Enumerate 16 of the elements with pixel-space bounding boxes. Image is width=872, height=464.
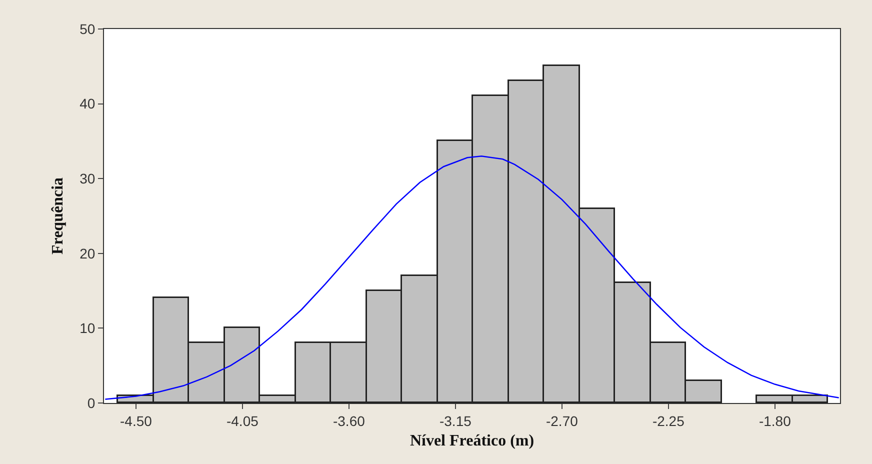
line-series	[104, 156, 840, 400]
x-tick-label: -1.80	[758, 412, 792, 429]
x-tick-label: -3.15	[439, 412, 472, 429]
x-tick-label: -4.50	[120, 412, 152, 429]
y-tick-label: 0	[87, 394, 96, 411]
x-tick-label: -3.60	[332, 412, 366, 429]
x-tick-label: -2.25	[652, 412, 685, 429]
y-axis-title: Frequência	[50, 177, 67, 255]
y-tick-label: 30	[80, 170, 96, 186]
x-tick-label: -4.05	[226, 412, 259, 429]
y-tick-label: 40	[80, 96, 96, 112]
y-tick-label: 20	[80, 245, 96, 262]
y-tick-label: 10	[80, 320, 96, 336]
x-tick-label: -2.70	[546, 412, 578, 429]
x-axis-title: Nível Freático (m)	[410, 432, 534, 450]
y-tick-label: 50	[80, 20, 96, 37]
